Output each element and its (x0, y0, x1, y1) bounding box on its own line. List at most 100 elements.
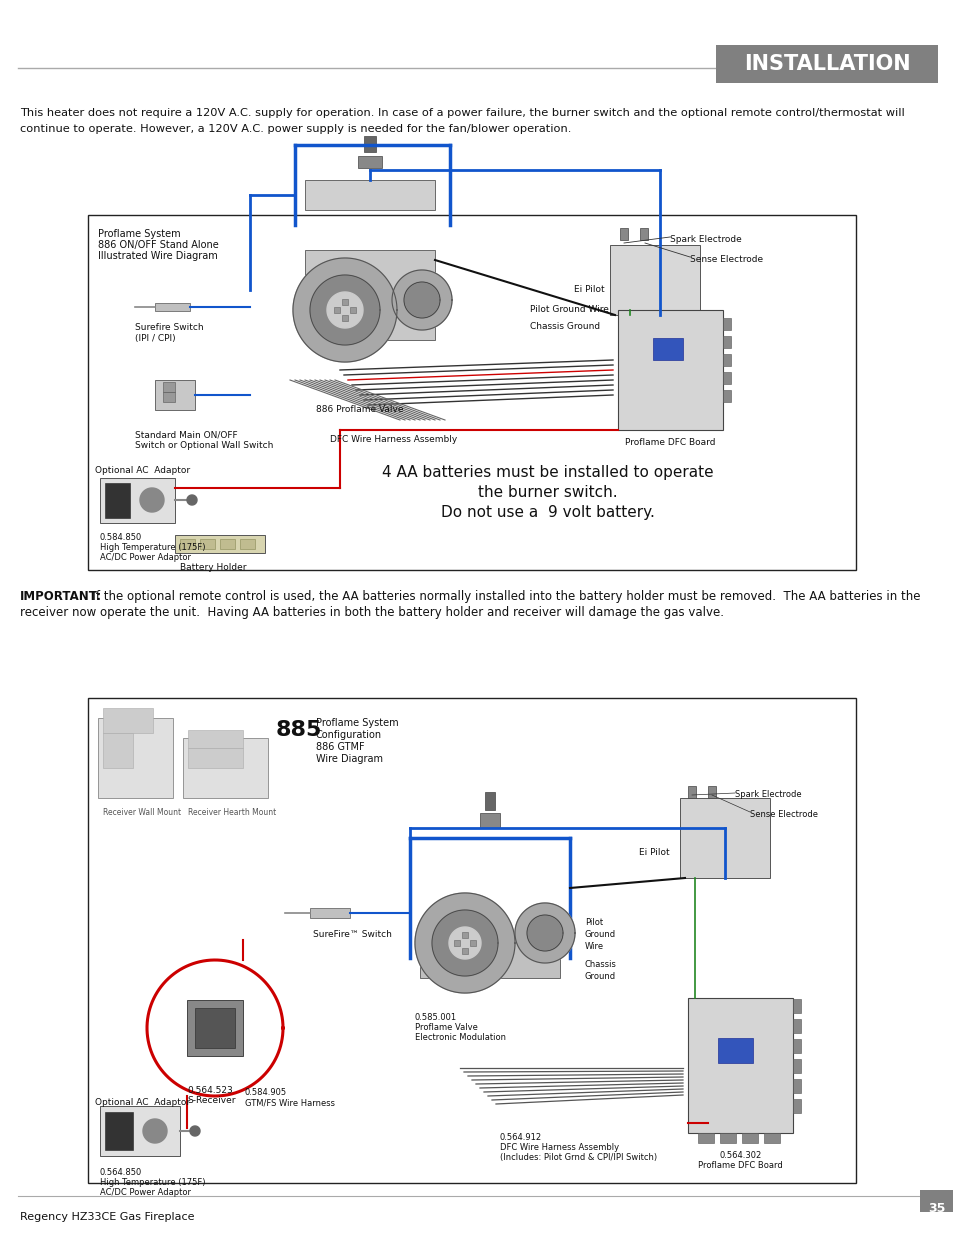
Bar (619, 228, 627, 240)
Bar (341, 315, 348, 321)
Text: INSTALLATION: INSTALLATION (743, 54, 909, 74)
Polygon shape (432, 910, 497, 976)
Text: Optional AC  Adaptor: Optional AC Adaptor (95, 1098, 190, 1107)
Text: Chassis Ground: Chassis Ground (530, 322, 599, 331)
Text: Ei Pilot: Ei Pilot (574, 285, 604, 294)
Text: continue to operate. However, a 120V A.C. power supply is needed for the fan/blo: continue to operate. However, a 120V A.C… (20, 124, 571, 135)
Bar (716, 44, 937, 83)
Bar (88, 215, 855, 571)
Text: Illustrated Wire Diagram: Illustrated Wire Diagram (98, 251, 217, 261)
Text: Standard Main ON/OFF: Standard Main ON/OFF (135, 430, 237, 438)
Text: 0.564.302: 0.564.302 (719, 1151, 760, 1160)
Polygon shape (143, 1119, 167, 1144)
Polygon shape (190, 1126, 200, 1136)
Bar (154, 303, 190, 311)
Bar (461, 948, 468, 953)
Bar (792, 1019, 801, 1032)
Text: Proflame DFC Board: Proflame DFC Board (624, 438, 715, 447)
Text: 0.564.912: 0.564.912 (499, 1132, 541, 1142)
Bar (722, 354, 730, 366)
Bar (310, 908, 350, 918)
Polygon shape (140, 488, 164, 513)
Text: IMPORTANT:: IMPORTANT: (20, 590, 102, 603)
Bar (479, 813, 499, 827)
Bar (792, 999, 801, 1013)
Bar (741, 1132, 758, 1144)
Text: 4 AA batteries must be installed to operate: 4 AA batteries must be installed to oper… (382, 466, 713, 480)
Text: Pilot: Pilot (584, 918, 602, 927)
Text: Sense Electrode: Sense Electrode (749, 810, 817, 819)
Bar (698, 1132, 713, 1144)
Bar (357, 156, 381, 168)
Bar (470, 940, 476, 946)
Polygon shape (310, 275, 379, 345)
Bar (154, 380, 194, 410)
Polygon shape (449, 927, 480, 960)
Text: Surefire Switch: Surefire Switch (135, 324, 203, 332)
Text: 0.584.905: 0.584.905 (245, 1088, 287, 1097)
Bar (103, 734, 132, 768)
Bar (188, 730, 243, 748)
Bar (183, 739, 268, 798)
Bar (687, 785, 696, 798)
Text: Receiver Wall Mount: Receiver Wall Mount (103, 808, 181, 818)
Polygon shape (293, 258, 396, 362)
Bar (792, 1058, 801, 1073)
Polygon shape (526, 915, 562, 951)
Text: High Temperature (175F): High Temperature (175F) (100, 1178, 205, 1187)
Bar (163, 382, 174, 391)
Bar (722, 390, 730, 403)
Polygon shape (187, 495, 196, 505)
Bar (454, 940, 459, 946)
Bar (88, 698, 855, 1183)
Bar (220, 538, 234, 550)
Text: Ei Pilot: Ei Pilot (639, 848, 669, 857)
Text: High Temperature (175F): High Temperature (175F) (100, 543, 205, 552)
Text: If the optional remote control is used, the AA batteries normally installed into: If the optional remote control is used, … (85, 590, 920, 603)
Bar (652, 338, 682, 359)
Text: SureFire™ Switch: SureFire™ Switch (313, 930, 392, 939)
Bar (720, 1132, 735, 1144)
Text: 885: 885 (275, 720, 322, 740)
Bar (707, 785, 716, 798)
Bar (722, 336, 730, 348)
Bar (722, 372, 730, 384)
Text: DFC Wire Harness Assembly: DFC Wire Harness Assembly (330, 435, 456, 445)
Bar (105, 1112, 132, 1150)
Bar (364, 136, 375, 152)
Bar (100, 478, 174, 522)
Polygon shape (415, 893, 515, 993)
Bar (484, 792, 495, 810)
Bar (200, 538, 214, 550)
Text: 35: 35 (927, 1202, 944, 1215)
Text: S-Receiver: S-Receiver (187, 1095, 235, 1105)
Bar (461, 932, 468, 939)
Bar (919, 1191, 953, 1212)
Text: Ground: Ground (584, 972, 616, 981)
Bar (194, 1008, 234, 1049)
Text: 886 GTMF: 886 GTMF (315, 742, 364, 752)
Bar (718, 1037, 752, 1063)
Text: Wire: Wire (584, 942, 603, 951)
Text: 0.564.523: 0.564.523 (187, 1086, 233, 1095)
Bar (350, 308, 355, 312)
Bar (187, 1000, 243, 1056)
Text: Receiver Hearth Mount: Receiver Hearth Mount (188, 808, 276, 818)
Bar (792, 1039, 801, 1053)
Bar (103, 708, 152, 734)
Text: receiver now operate the unit.  Having AA batteries in both the battery holder a: receiver now operate the unit. Having AA… (20, 606, 723, 619)
Text: Proflame System: Proflame System (98, 228, 180, 240)
Text: Switch or Optional Wall Switch: Switch or Optional Wall Switch (135, 441, 274, 450)
Polygon shape (327, 291, 363, 329)
Text: Proflame Valve: Proflame Valve (415, 1023, 477, 1032)
Bar (98, 718, 172, 798)
Text: GTM/FS Wire Harness: GTM/FS Wire Harness (245, 1098, 335, 1107)
Bar (618, 310, 722, 430)
Text: the burner switch.: the burner switch. (477, 485, 618, 500)
Text: AC/DC Power Adaptor: AC/DC Power Adaptor (100, 553, 191, 562)
Polygon shape (392, 270, 452, 330)
Bar (792, 1099, 801, 1113)
Text: This heater does not require a 120V A.C. supply for operation. In case of a powe: This heater does not require a 120V A.C.… (20, 107, 903, 119)
Bar (687, 998, 792, 1132)
Bar (639, 228, 647, 240)
